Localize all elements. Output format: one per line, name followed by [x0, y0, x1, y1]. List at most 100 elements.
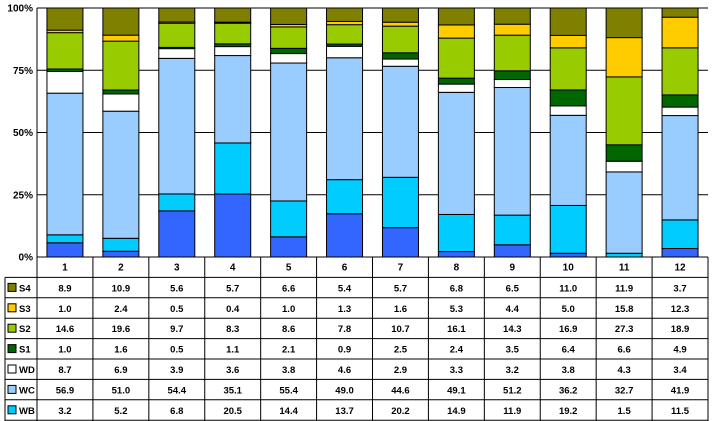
x-tick-label: 7 — [398, 263, 404, 274]
data-label: 2.1 — [282, 345, 296, 356]
data-label: 19.2 — [559, 406, 578, 417]
data-label: 16.1 — [447, 324, 466, 335]
data-label: 16.9 — [559, 324, 578, 335]
x-tick-label: 6 — [342, 263, 348, 274]
data-label: 3.2 — [506, 365, 519, 376]
bar-segment-wb — [158, 193, 196, 212]
x-tick-label: 5 — [286, 263, 292, 274]
bar-segment-wd — [270, 53, 308, 64]
data-label: 4.4 — [506, 304, 520, 315]
bar-segment-s2 — [158, 22, 196, 48]
bar-segment-s1 — [661, 94, 699, 108]
data-label: 14.4 — [279, 406, 298, 417]
bar-segment-wc — [46, 92, 84, 236]
legend-label: S3 — [19, 304, 31, 315]
data-label: 1.6 — [114, 345, 127, 356]
bar-segment-wa — [437, 251, 475, 258]
bar-segment-s2 — [214, 22, 252, 45]
bar-segment-s2 — [326, 24, 364, 45]
legend-label: WB — [19, 406, 35, 417]
legend-label: S2 — [19, 324, 31, 335]
bar-segment-s2 — [46, 32, 84, 70]
data-label: 3.9 — [170, 365, 183, 376]
bar-segment-s3 — [605, 37, 643, 78]
data-label: 51.0 — [112, 385, 131, 396]
data-label: 7.8 — [338, 324, 351, 335]
bar-segment-s3 — [549, 34, 587, 49]
bar-segment-s4 — [102, 7, 140, 36]
bar-segment-s1 — [549, 89, 587, 107]
bar-segment-s3 — [437, 24, 475, 39]
bar-segment-wd — [158, 48, 196, 59]
y-tick-label: 0% — [19, 253, 34, 264]
data-label: 10.9 — [112, 283, 131, 294]
data-label: 11.9 — [615, 283, 633, 294]
data-label: 0.4 — [226, 304, 240, 315]
bar-segment-wc — [214, 55, 252, 144]
data-label: 49.0 — [335, 385, 354, 396]
data-label: 32.7 — [615, 385, 634, 396]
bar-segment-wc — [605, 171, 643, 254]
bar-segment-wb — [102, 237, 140, 252]
data-label: 1.1 — [226, 345, 240, 356]
bar-segment-s4 — [270, 7, 308, 25]
bar-segment-wd — [661, 106, 699, 117]
data-label: 6.5 — [506, 283, 520, 294]
bar-segment-wb — [214, 142, 252, 195]
bar-segment-s2 — [549, 47, 587, 91]
bar-segment-wa — [326, 213, 364, 258]
data-label: 3.3 — [450, 365, 463, 376]
data-label: 14.3 — [503, 324, 522, 335]
data-label: 3.8 — [282, 365, 295, 376]
bar-segment-wc — [158, 57, 196, 195]
bar-segment-s3 — [493, 23, 531, 36]
data-label: 6.8 — [170, 406, 183, 417]
data-label: 3.4 — [673, 365, 687, 376]
data-label: 5.4 — [338, 283, 352, 294]
bar-segment-s3 — [661, 16, 699, 49]
data-label: 6.8 — [450, 283, 463, 294]
bar-segment-wb — [270, 200, 308, 238]
y-axis: 0% 25% 50% 75% 100% — [7, 4, 38, 264]
bar-segment-s4 — [605, 7, 643, 39]
bars — [46, 7, 699, 258]
bar-segment-s1 — [270, 47, 308, 55]
data-label: 5.7 — [226, 283, 239, 294]
data-label: 41.9 — [671, 385, 690, 396]
data-label: 8.6 — [282, 324, 295, 335]
data-label: 3.2 — [58, 406, 71, 417]
bar-segment-wb — [46, 234, 84, 244]
data-label: 2.5 — [394, 345, 408, 356]
data-label: 20.5 — [223, 406, 242, 417]
data-label: 2.4 — [450, 345, 464, 356]
data-label: 5.7 — [394, 283, 407, 294]
bar-segment-wa — [46, 242, 84, 258]
data-label: 9.7 — [170, 324, 183, 335]
data-label: 1.5 — [618, 406, 632, 417]
bar-segment-s1 — [437, 77, 475, 85]
bar-segment-wb — [437, 213, 475, 253]
bar-segment-wb — [493, 214, 531, 246]
bar-segment-s1 — [381, 52, 419, 60]
data-label: 20.2 — [391, 406, 410, 417]
data-label: 3.5 — [506, 345, 520, 356]
bar-segment-s4 — [661, 7, 699, 18]
data-label: 0.5 — [170, 304, 184, 315]
data-label: 11.5 — [671, 406, 690, 417]
data-label: 10.7 — [391, 324, 410, 335]
bar-segment-wc — [381, 65, 419, 178]
bar-segment-wb — [661, 219, 699, 250]
data-label: 44.6 — [391, 385, 410, 396]
bar-segment-s1 — [102, 89, 140, 95]
bar-segment-wd — [46, 70, 84, 94]
bar-segment-wa — [381, 227, 419, 258]
bar-segment-s3 — [381, 21, 419, 27]
bar-segment-wd — [326, 45, 364, 59]
bar-segment-wb — [605, 252, 643, 258]
bar-segment-wd — [549, 105, 587, 116]
bar-segment-wa — [493, 244, 531, 258]
data-label: 3.7 — [673, 283, 686, 294]
bar-segment-wc — [549, 114, 587, 206]
bar-segment-wd — [214, 46, 252, 57]
